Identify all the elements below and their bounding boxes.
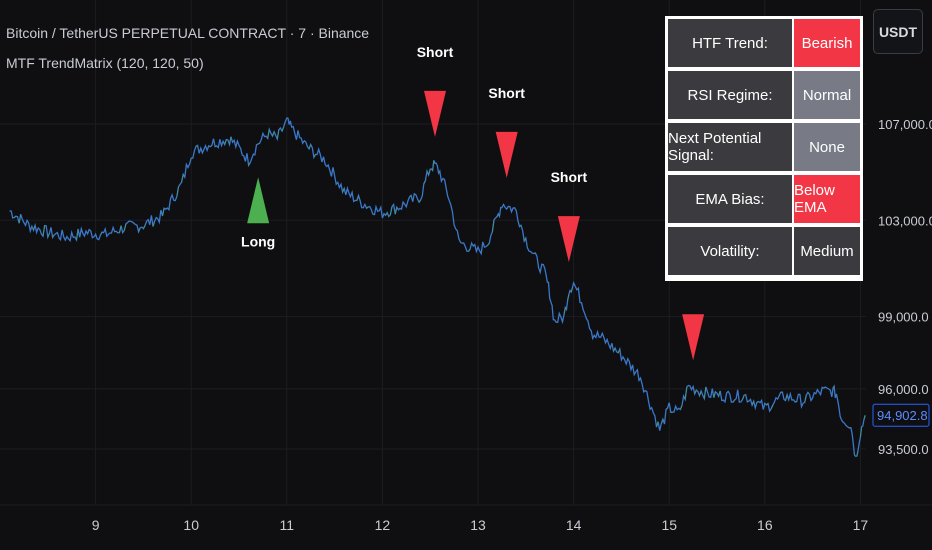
time-axis[interactable]: 9 10 11 12 13 14 15 16 17 <box>92 517 869 533</box>
short-signal-marker <box>682 314 705 361</box>
time-tick-label: 17 <box>853 517 869 533</box>
time-tick-label: 13 <box>470 517 486 533</box>
price-tick-label: 93,500.0 <box>878 442 929 457</box>
panel-row: HTF Trend: Bearish <box>668 19 860 67</box>
price-axis[interactable]: 107,000.0 103,000.0 99,000.0 96,000.0 93,500… <box>872 117 932 457</box>
time-tick-label: 11 <box>280 517 295 533</box>
time-tick-label: 14 <box>566 517 582 533</box>
panel-row-label: Next Potential Signal: <box>668 123 792 171</box>
price-tick-label: 99,000.0 <box>878 310 929 325</box>
trend-matrix-panel: HTF Trend: Bearish RSI Regime: Normal Next P… <box>665 16 863 281</box>
panel-row-value: Below EMA <box>794 175 860 223</box>
panel-row: RSI Regime: Normal <box>668 71 860 119</box>
price-line-up-segments <box>13 127 866 457</box>
panel-row-label: Volatility: <box>668 227 792 275</box>
signal-label: Long <box>241 233 275 249</box>
price-tick-label: 103,000.0 <box>878 213 932 228</box>
short-signal-marker <box>424 90 446 137</box>
price-line <box>9 117 866 457</box>
time-tick-label: 12 <box>375 517 391 533</box>
panel-row-value: Medium <box>794 227 860 275</box>
time-tick-label: 10 <box>183 517 199 533</box>
panel-row-label: HTF Trend: <box>668 19 792 67</box>
short-signal-marker <box>495 131 518 178</box>
signal-label: Short <box>551 169 588 185</box>
currency-button[interactable]: USDT <box>873 9 923 54</box>
short-signal-marker <box>557 216 580 263</box>
panel-row-value: Normal <box>794 71 860 119</box>
long-signal-marker <box>247 177 270 224</box>
panel-row-label: EMA Bias: <box>668 175 792 223</box>
signal-label: Short <box>417 44 454 60</box>
price-tick-label: 96,000.0 <box>878 382 929 397</box>
last-price-label: 94,902.8 <box>877 408 928 423</box>
panel-row-label: RSI Regime: <box>668 71 792 119</box>
panel-row: EMA Bias: Below EMA <box>668 175 860 223</box>
price-line-group <box>9 117 866 457</box>
symbol-title[interactable]: Bitcoin / TetherUS PERPETUAL CONTRACT · … <box>6 25 370 41</box>
price-tick-label: 107,000.0 <box>878 117 932 132</box>
panel-row: Volatility: Medium <box>668 227 860 275</box>
last-price-badge <box>872 403 930 427</box>
time-tick-label: 15 <box>661 517 677 533</box>
panel-row-value: Bearish <box>794 19 860 67</box>
time-tick-label: 16 <box>757 517 773 533</box>
panel-row-value: None <box>794 123 860 171</box>
signal-label: Short <box>488 85 525 101</box>
time-tick-label: 9 <box>92 517 100 533</box>
indicator-title[interactable]: MTF TrendMatrix (120, 120, 50) <box>6 55 204 71</box>
signal-markers: Long Short Short Short <box>241 44 705 361</box>
panel-row: Next Potential Signal: None <box>668 123 860 171</box>
